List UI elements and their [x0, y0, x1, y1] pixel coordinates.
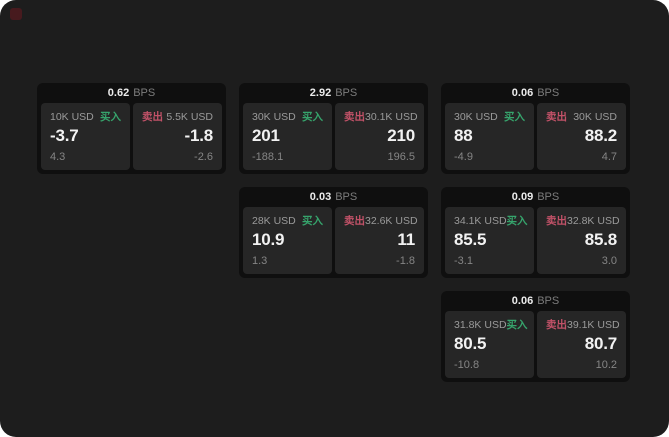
- buy-amount: 10K USD: [50, 111, 94, 123]
- buy-amount: 30K USD: [454, 111, 498, 123]
- quote-card-3: 0.06 BPS 30K USD 买入 88 -4.9 卖出 30K USD 8…: [441, 83, 630, 174]
- buy-side-label: 买入: [100, 111, 121, 123]
- sell-price: -1.8: [184, 126, 214, 145]
- buy-secondary-value: -3.1: [454, 255, 473, 267]
- sell-price: 88.2: [584, 126, 617, 145]
- buy-price: 201: [252, 126, 280, 145]
- sell-side-label: 卖出: [344, 215, 365, 227]
- buy-secondary-value: 4.3: [50, 151, 66, 163]
- sell-price: 80.7: [584, 334, 617, 353]
- bps-unit-label: BPS: [537, 295, 560, 307]
- buy-panel[interactable]: 30K USD 买入 201 -188.1: [243, 103, 332, 170]
- bps-value: 0.03: [309, 191, 332, 203]
- sell-price: 85.8: [584, 230, 617, 249]
- sell-side-label: 卖出: [142, 111, 163, 123]
- quote-panels: 31.8K USD 买入 80.5 -10.8 卖出 39.1K USD 80.…: [445, 311, 626, 378]
- sell-price: 11: [397, 230, 415, 249]
- bps-header: 0.03 BPS: [239, 187, 428, 207]
- app-logo-icon: [10, 8, 22, 20]
- quote-panels: 30K USD 买入 201 -188.1 卖出 30.1K USD 210 1…: [243, 103, 424, 170]
- bps-unit-label: BPS: [537, 191, 560, 203]
- sell-amount: 32.6K USD: [365, 215, 418, 227]
- sell-amount: 5.5K USD: [166, 111, 213, 123]
- sell-panel[interactable]: 卖出 39.1K USD 80.7 10.2: [537, 311, 626, 378]
- sell-panel[interactable]: 卖出 32.6K USD 11 -1.8: [335, 207, 424, 274]
- sell-price: 210: [387, 126, 415, 145]
- sell-secondary-value: 10.2: [595, 359, 617, 371]
- buy-secondary-value: -10.8: [454, 359, 480, 371]
- bps-unit-label: BPS: [537, 87, 560, 99]
- quote-card-1: 0.62 BPS 10K USD 买入 -3.7 4.3 卖出 5.5K USD…: [37, 83, 226, 174]
- quote-card-5: 0.09 BPS 34.1K USD 买入 85.5 -3.1 卖出 32.8K…: [441, 187, 630, 278]
- buy-panel[interactable]: 34.1K USD 买入 85.5 -3.1: [445, 207, 534, 274]
- sell-amount: 39.1K USD: [567, 319, 620, 331]
- buy-secondary-value: -4.9: [454, 151, 473, 163]
- buy-amount: 30K USD: [252, 111, 296, 123]
- buy-price: 80.5: [454, 334, 487, 353]
- buy-price: 88: [454, 126, 473, 145]
- buy-amount: 34.1K USD: [454, 215, 507, 227]
- sell-panel[interactable]: 卖出 32.8K USD 85.8 3.0: [537, 207, 626, 274]
- quote-panels: 30K USD 买入 88 -4.9 卖出 30K USD 88.2 4.7: [445, 103, 626, 170]
- buy-side-label: 买入: [506, 319, 528, 331]
- bps-header: 0.06 BPS: [441, 291, 630, 311]
- sell-secondary-value: -2.6: [194, 151, 213, 163]
- sell-amount: 30K USD: [573, 111, 617, 123]
- buy-price: -3.7: [50, 126, 79, 145]
- quote-panels: 28K USD 买入 10.9 1.3 卖出 32.6K USD 11 -1.8: [243, 207, 424, 274]
- bps-value: 0.06: [511, 87, 534, 99]
- sell-panel[interactable]: 卖出 30.1K USD 210 196.5: [335, 103, 424, 170]
- quote-panels: 10K USD 买入 -3.7 4.3 卖出 5.5K USD -1.8 -2.…: [41, 103, 222, 170]
- quote-panels: 34.1K USD 买入 85.5 -3.1 卖出 32.8K USD 85.8…: [445, 207, 626, 274]
- buy-panel[interactable]: 10K USD 买入 -3.7 4.3: [41, 103, 130, 170]
- sell-panel[interactable]: 卖出 30K USD 88.2 4.7: [537, 103, 626, 170]
- quote-card-6: 0.06 BPS 31.8K USD 买入 80.5 -10.8 卖出 39.1…: [441, 291, 630, 382]
- sell-panel[interactable]: 卖出 5.5K USD -1.8 -2.6: [133, 103, 222, 170]
- bps-header: 0.62 BPS: [37, 83, 226, 103]
- sell-side-label: 卖出: [344, 111, 365, 123]
- bps-header: 2.92 BPS: [239, 83, 428, 103]
- sell-secondary-value: 4.7: [601, 151, 617, 163]
- sell-amount: 30.1K USD: [365, 111, 418, 123]
- bps-value: 2.92: [309, 87, 332, 99]
- buy-amount: 28K USD: [252, 215, 296, 227]
- bps-header: 0.09 BPS: [441, 187, 630, 207]
- buy-side-label: 买入: [302, 215, 323, 227]
- sell-side-label: 卖出: [546, 319, 567, 331]
- buy-secondary-value: 1.3: [252, 255, 268, 267]
- bps-unit-label: BPS: [133, 87, 156, 99]
- quote-card-2: 2.92 BPS 30K USD 买入 201 -188.1 卖出 30.1K …: [239, 83, 428, 174]
- sell-amount: 32.8K USD: [567, 215, 620, 227]
- bps-value: 0.06: [511, 295, 534, 307]
- quote-card-4: 0.03 BPS 28K USD 买入 10.9 1.3 卖出 32.6K US…: [239, 187, 428, 278]
- buy-side-label: 买入: [504, 111, 525, 123]
- sell-secondary-value: -1.8: [396, 255, 415, 267]
- buy-amount: 31.8K USD: [454, 319, 507, 331]
- bps-value: 0.62: [107, 87, 130, 99]
- sell-side-label: 卖出: [546, 215, 567, 227]
- buy-panel[interactable]: 28K USD 买入 10.9 1.3: [243, 207, 332, 274]
- buy-side-label: 买入: [506, 215, 528, 227]
- bps-header: 0.06 BPS: [441, 83, 630, 103]
- sell-secondary-value: 3.0: [601, 255, 617, 267]
- buy-side-label: 买入: [302, 111, 323, 123]
- buy-price: 10.9: [252, 230, 285, 249]
- bps-unit-label: BPS: [335, 87, 358, 99]
- bps-unit-label: BPS: [335, 191, 358, 203]
- buy-secondary-value: -188.1: [252, 151, 284, 163]
- buy-panel[interactable]: 30K USD 买入 88 -4.9: [445, 103, 534, 170]
- buy-panel[interactable]: 31.8K USD 买入 80.5 -10.8: [445, 311, 534, 378]
- sell-secondary-value: 196.5: [387, 151, 415, 163]
- buy-price: 85.5: [454, 230, 487, 249]
- sell-side-label: 卖出: [546, 111, 567, 123]
- bps-value: 0.09: [511, 191, 534, 203]
